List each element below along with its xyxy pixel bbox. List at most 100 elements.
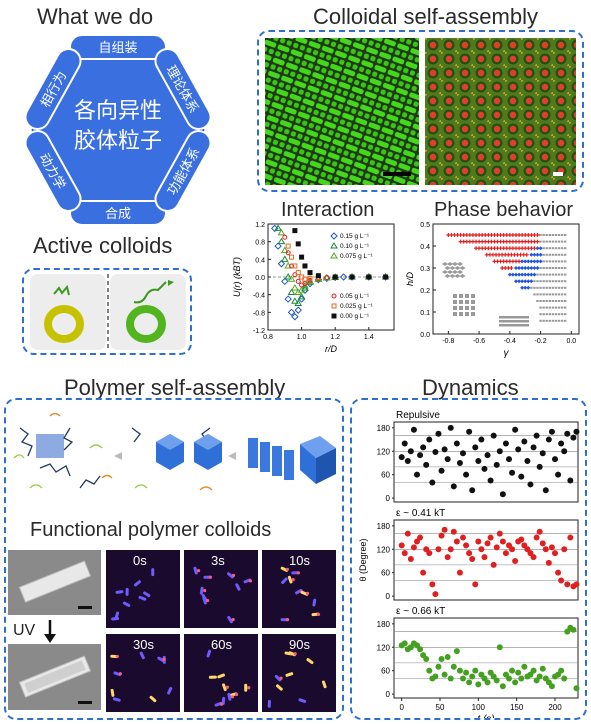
phase-point [551,280,555,283]
phase-point [538,246,543,251]
data-point [463,542,470,549]
colloidal-image-green [265,38,419,185]
phase-point [560,260,564,263]
phase-point [548,234,551,236]
phase-point [545,293,548,296]
fluorescent-rod [227,572,234,579]
data-point [539,450,546,457]
data-point [496,644,503,651]
fluorescent-spot [162,657,166,661]
data-point [478,546,485,553]
data-point [521,438,528,445]
x-tick-label: 0 [399,703,404,712]
fluorescent-rod [208,675,217,679]
data-point [441,526,448,533]
phase-point [520,259,525,264]
scale-bar [553,172,563,176]
legend-label: 0.10 g L⁻¹ [340,243,370,250]
fluorescence-grid: 0s 3s 10s 30s 60s 90s [106,550,338,712]
fluorescent-rod [110,688,115,697]
fluorescent-rod [281,577,288,585]
data-point [496,530,503,537]
data-point [435,663,442,670]
phase-point [517,279,522,284]
data-point [564,581,571,588]
phase-point [545,234,548,236]
data-point [438,532,445,539]
panel-frame [393,617,579,699]
data-point [573,581,580,588]
fluorescent-rod [202,596,207,605]
phase-point [517,266,522,270]
data-point [512,679,519,686]
phase-point [563,234,567,236]
fluorescent-spot [305,591,310,595]
data-point [441,671,448,678]
section-title-what-we-do: What we do [37,4,154,29]
data-point [561,448,568,455]
phase-point [542,253,545,256]
phase-point [536,293,539,296]
fluorescence-panel: 30s [106,634,180,712]
fluorescence-rods [206,649,251,707]
data-point [295,270,301,276]
phase-point [560,267,564,269]
phase-point [509,266,514,270]
phase-point [542,280,545,283]
y-tick-label: -0.4 [253,293,265,300]
fluorescence-rods [111,568,155,621]
fluorescence-rods [193,566,253,624]
fluorescent-spot [225,685,230,689]
phase-point [533,280,536,283]
phase-point [551,286,555,289]
data-point [460,675,466,682]
phase-point [557,300,561,302]
fluorescent-rod [300,590,309,596]
data-point [567,534,574,541]
data-point [292,263,298,269]
phase-point [548,319,551,322]
data-point [284,295,292,303]
y-tick-label: 180 [377,424,391,433]
phase-point [551,260,555,263]
phase-point [563,306,567,309]
fluorescent-spot [115,654,119,659]
phase-point [539,280,542,283]
fluorescent-spot [206,598,210,603]
phase-point [560,313,564,316]
data-point [490,432,497,439]
hex-label-self-assembly: 自组装 [98,41,137,56]
phase-point [560,273,564,276]
phase-point [551,240,555,243]
fluorescent-spot [234,692,239,697]
phase-point [536,273,539,276]
y-tick-label: 0.1 [420,310,430,317]
x-tick-label: 100 [472,703,486,712]
phase-point [536,280,539,283]
fluorescent-rod [295,588,303,595]
data-point [432,591,439,598]
data-point [460,534,466,541]
data-point [487,534,494,541]
polymer-assembly-illustration [13,412,336,491]
phase-point [548,280,551,283]
phase-point [560,319,564,322]
phase-point [535,233,540,237]
data-point [469,556,476,563]
phase-point [529,259,534,264]
data-point [558,667,565,674]
data-point [444,456,451,463]
legend-label: 0.025 g L⁻¹ [340,303,374,310]
data-point [539,665,546,672]
phase-point [554,319,558,322]
phase-point [513,266,518,270]
phase-point [554,247,558,250]
data-point [545,559,552,566]
data-point [289,263,295,269]
phase-point [507,272,512,277]
data-point [287,308,296,317]
data-point [506,456,512,463]
panel-label: ε ~ 0.41 kT [396,508,445,519]
data-point [499,683,506,690]
phase-point [545,260,548,263]
